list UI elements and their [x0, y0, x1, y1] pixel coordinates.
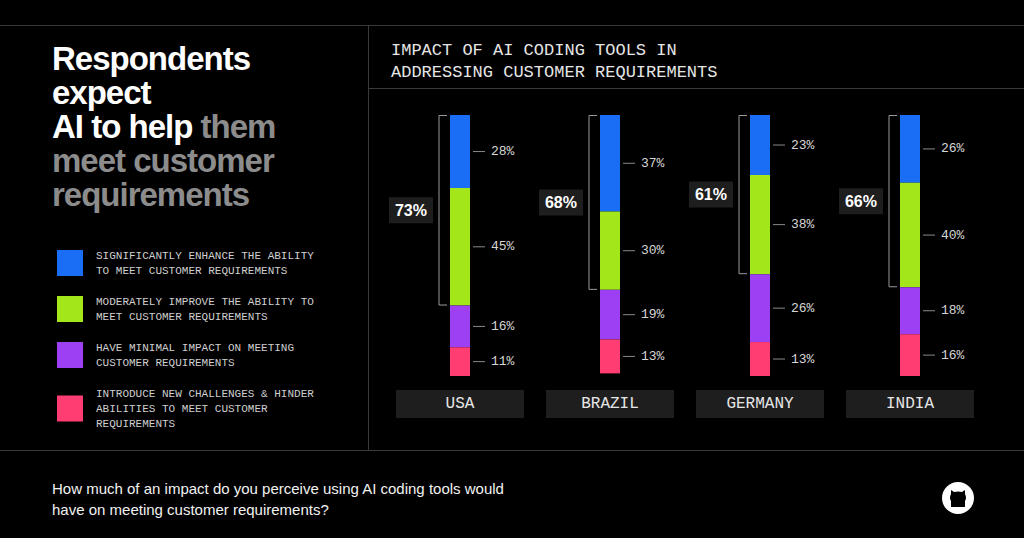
svg-text:61%: 61% [695, 186, 727, 203]
svg-text:SIGNIFICANTLY ENHANCE THE ABIL: SIGNIFICANTLY ENHANCE THE ABILITY [96, 250, 320, 262]
svg-text:26%: 26% [791, 301, 815, 316]
html-text:meet customer: meet customer [52, 142, 274, 179]
svg-text:19%: 19% [641, 307, 665, 322]
svg-text:13%: 13% [641, 349, 665, 364]
svg-text:ABILITIES TO MEET CUSTOMER: ABILITIES TO MEET CUSTOMER [96, 403, 274, 415]
svg-text:INDIA: INDIA [886, 395, 934, 413]
svg-text:37%: 37% [641, 156, 665, 171]
svg-text:26%: 26% [941, 141, 965, 156]
html-text:AI to help them: AI to help them [52, 108, 276, 145]
html-text:How much of an impact do you p: How much of an impact do you perceive us… [52, 480, 504, 518]
svg-text:GERMANY: GERMANY [726, 395, 794, 413]
svg-text:MODERATELY IMPROVE THE ABILITY: MODERATELY IMPROVE THE ABILITY TO [96, 296, 320, 308]
svg-text:16%: 16% [941, 348, 965, 363]
svg-text:23%: 23% [791, 138, 815, 153]
svg-text:MEET CUSTOMER REQUIREMENTS: MEET CUSTOMER REQUIREMENTS [96, 311, 268, 323]
svg-text:INTRODUCE NEW CHALLENGES & HIN: INTRODUCE NEW CHALLENGES & HINDER [96, 388, 320, 400]
svg-text:BRAZIL: BRAZIL [581, 395, 639, 413]
svg-text:18%: 18% [941, 303, 965, 318]
svg-text:73%: 73% [395, 202, 427, 219]
svg-text:11%: 11% [491, 354, 515, 369]
svg-text:ADDRESSING CUSTOMER REQUIREMEN: ADDRESSING CUSTOMER REQUIREMENTS [391, 63, 717, 82]
svg-text:68%: 68% [545, 194, 577, 211]
svg-text:USA: USA [446, 395, 475, 413]
svg-text:16%: 16% [491, 319, 515, 334]
svg-text:38%: 38% [791, 217, 815, 232]
html-text:requirements: requirements [52, 176, 250, 213]
svg-text:13%: 13% [791, 352, 815, 367]
svg-text:45%: 45% [491, 239, 515, 254]
svg-text:REQUIREMENTS: REQUIREMENTS [96, 418, 176, 430]
svg-text:TO MEET CUSTOMER REQUIREMENTS: TO MEET CUSTOMER REQUIREMENTS [96, 265, 288, 277]
svg-text:CUSTOMER REQUIREMENTS: CUSTOMER REQUIREMENTS [96, 357, 235, 369]
html-text:expect: expect [52, 74, 151, 111]
svg-text:IMPACT OF AI CODING TOOLS IN: IMPACT OF AI CODING TOOLS IN [391, 41, 687, 60]
svg-text:66%: 66% [845, 193, 877, 210]
svg-text:28%: 28% [491, 144, 515, 159]
svg-text:HAVE MINIMAL IMPACT ON MEETING: HAVE MINIMAL IMPACT ON MEETING [96, 342, 301, 354]
svg-text:30%: 30% [641, 243, 665, 258]
svg-text:40%: 40% [941, 228, 965, 243]
html-text:Respondents: Respondents [52, 40, 250, 77]
